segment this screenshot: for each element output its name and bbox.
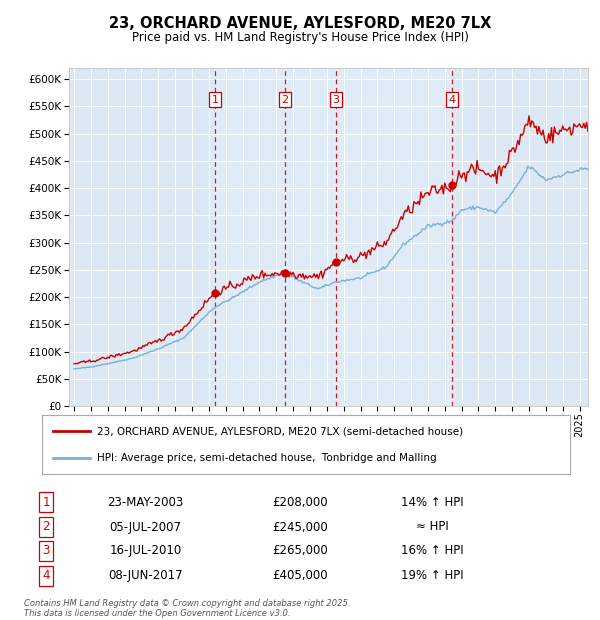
Text: £208,000: £208,000 — [272, 495, 328, 508]
Bar — [215, 68, 285, 406]
Text: 23-MAY-2003: 23-MAY-2003 — [107, 495, 184, 508]
Text: 08-JUN-2017: 08-JUN-2017 — [108, 569, 183, 582]
Text: ≈ HPI: ≈ HPI — [416, 521, 449, 533]
Text: Price paid vs. HM Land Registry's House Price Index (HPI): Price paid vs. HM Land Registry's House … — [131, 31, 469, 44]
Text: 3: 3 — [332, 95, 340, 105]
Text: 4: 4 — [43, 569, 50, 582]
Bar — [336, 68, 452, 406]
Text: Contains HM Land Registry data © Crown copyright and database right 2025.
This d: Contains HM Land Registry data © Crown c… — [24, 599, 350, 618]
Text: £405,000: £405,000 — [272, 569, 328, 582]
Text: 2: 2 — [43, 521, 50, 533]
Text: £245,000: £245,000 — [272, 521, 328, 533]
Text: 1: 1 — [212, 95, 219, 105]
Text: 05-JUL-2007: 05-JUL-2007 — [109, 521, 181, 533]
Bar — [285, 68, 336, 406]
Text: 3: 3 — [43, 544, 50, 557]
Text: £265,000: £265,000 — [272, 544, 328, 557]
Text: 14% ↑ HPI: 14% ↑ HPI — [401, 495, 464, 508]
Text: 2: 2 — [281, 95, 289, 105]
Text: 4: 4 — [449, 95, 456, 105]
Text: 23, ORCHARD AVENUE, AYLESFORD, ME20 7LX (semi-detached house): 23, ORCHARD AVENUE, AYLESFORD, ME20 7LX … — [97, 427, 464, 436]
Text: 19% ↑ HPI: 19% ↑ HPI — [401, 569, 464, 582]
Text: 16-JUL-2010: 16-JUL-2010 — [109, 544, 182, 557]
Text: 1: 1 — [43, 495, 50, 508]
Text: 16% ↑ HPI: 16% ↑ HPI — [401, 544, 464, 557]
Text: HPI: Average price, semi-detached house,  Tonbridge and Malling: HPI: Average price, semi-detached house,… — [97, 453, 437, 463]
Text: 23, ORCHARD AVENUE, AYLESFORD, ME20 7LX: 23, ORCHARD AVENUE, AYLESFORD, ME20 7LX — [109, 16, 491, 30]
